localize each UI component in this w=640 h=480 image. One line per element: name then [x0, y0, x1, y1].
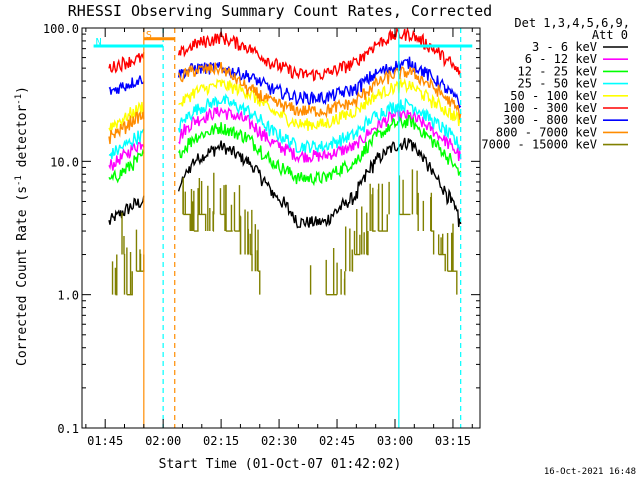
y-tick-label: 0.1 [57, 422, 79, 436]
series-line-300-800-kev [108, 75, 145, 95]
y-axis-label: Corrected Count Rate (s-1 detector-1) [14, 86, 30, 366]
series-line-7000-15000-kev [111, 212, 145, 296]
x-axis-label: Start Time (01-Oct-07 01:42:02) [159, 457, 402, 472]
x-tick-label: 02:15 [203, 434, 239, 448]
legend-label: 6 - 12 keV [525, 52, 597, 66]
y-tick-label: 100.0 [43, 22, 79, 36]
legend-header-line-1: Det 1,3,4,5,6,9, [514, 16, 630, 30]
x-tick-label: 02:30 [261, 434, 297, 448]
legend-label: 7000 - 15000 keV [481, 138, 597, 152]
mode-markers: SN [93, 28, 473, 428]
series-line-100-300-kev [108, 52, 145, 74]
plot-frame [81, 27, 481, 429]
series-line-7000-15000-kev [182, 169, 458, 296]
series-line-12-25-kev [108, 148, 145, 184]
series-line-800-7000-kev [177, 61, 462, 120]
chart-title: RHESSI Observing Summary Count Rates, Co… [68, 2, 492, 20]
series-line-50-100-kev [178, 77, 462, 131]
x-tick-label: 01:45 [87, 434, 123, 448]
y-axis-label-sup-2: -1 [14, 94, 24, 105]
series-line-100-300-kev [177, 26, 462, 82]
legend-label: 800 - 7000 keV [496, 125, 597, 139]
series-line-25-50-kev [177, 93, 462, 153]
y-tick-label: 10.0 [50, 155, 79, 169]
legend-label: 100 - 300 keV [503, 101, 597, 115]
legend-label: 25 - 50 keV [518, 77, 597, 91]
series-line-3-6-kev [108, 195, 145, 225]
y-axis-label-sup: -1 [14, 175, 24, 186]
legend-label: 12 - 25 keV [518, 64, 597, 78]
legend-header-line-2: Att 0 [592, 28, 628, 42]
series-line-6-12-kev [108, 140, 145, 171]
series-line-800-7000-kev [108, 111, 145, 145]
series-line-3-6-kev [177, 137, 462, 229]
legend-label: 300 - 800 keV [503, 113, 597, 127]
y-axis-label-prefix: Corrected Count Rate (s [15, 186, 30, 366]
y-axis-label-suffix: ) [15, 86, 30, 94]
series-line-6-12-kev [178, 106, 462, 164]
mode-bar-label: N [96, 37, 102, 48]
x-tick-label: 02:45 [319, 434, 355, 448]
mode-bar-label: S [146, 30, 152, 41]
series-line-25-50-kev [108, 128, 145, 160]
data-series-group [108, 26, 462, 296]
axes: 0.1 1.0 10.0 100.0 01:45 02:00 02:15 02:30 02:45… [43, 22, 481, 448]
series-line-50-100-kev [108, 101, 145, 133]
timestamp: 16-Oct-2021 16:48 [544, 467, 636, 477]
legend-label: 3 - 6 keV [532, 40, 597, 54]
y-axis-label-mid: detector [15, 105, 30, 176]
y-tick-label: 1.0 [57, 289, 79, 303]
series-line-12-25-kev [178, 114, 462, 187]
legend-label: 50 - 100 keV [510, 89, 597, 103]
x-tick-label: 02:00 [145, 434, 181, 448]
x-tick-label: 03:00 [377, 434, 413, 448]
x-tick-label: 03:15 [435, 434, 471, 448]
